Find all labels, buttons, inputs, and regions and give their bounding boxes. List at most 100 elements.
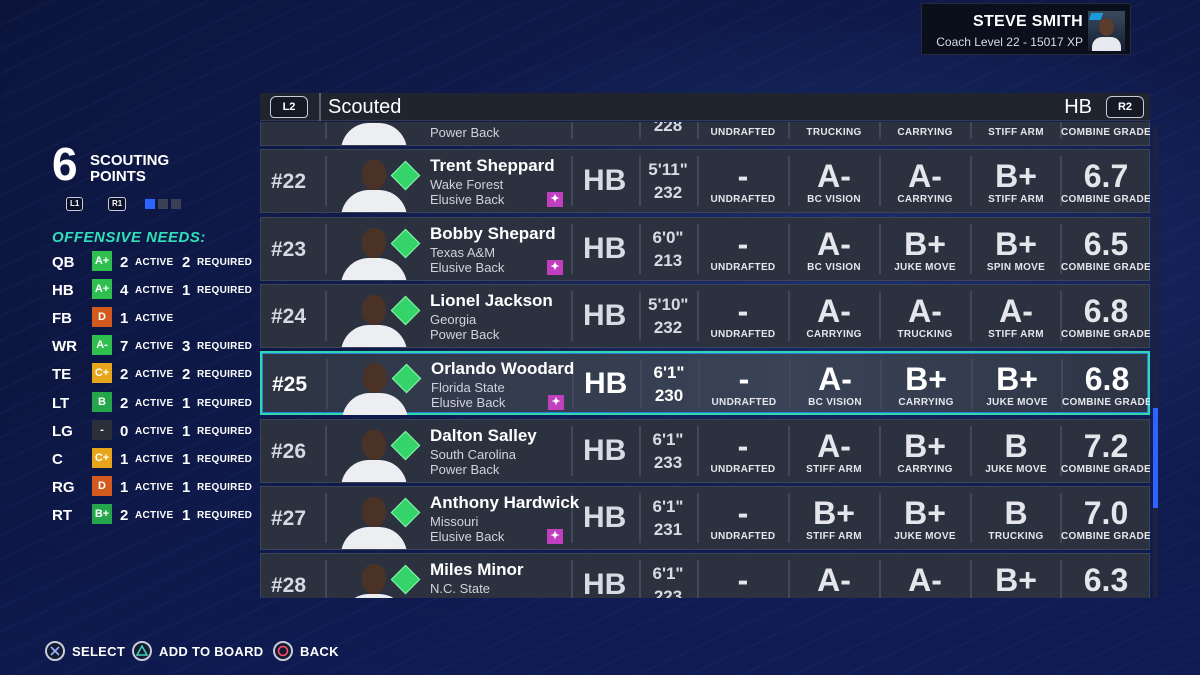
need-required-label: REQUIRED — [197, 397, 253, 409]
scrollbar-thumb[interactable] — [1153, 408, 1158, 508]
need-position: FB — [52, 310, 72, 328]
trait-1-value: A- — [817, 292, 851, 329]
player-archetype: Power Back — [430, 461, 500, 477]
trait-2: B+ CARRYING — [880, 420, 970, 484]
player-height: 6'1" — [653, 363, 685, 383]
player-weight: 230 — [654, 386, 684, 406]
trait-2: A- TRUCKING — [880, 285, 970, 349]
player-school: Wake Forest — [430, 177, 504, 193]
prospect-rank: #26 — [271, 439, 307, 463]
dev-trait-icon: ✦ — [547, 192, 563, 208]
trait-3-label: JUKE MOVE — [986, 397, 1048, 409]
trait-3-value: B — [1004, 494, 1028, 531]
prospect-row[interactable]: #25 Orlando Woodard Florida State Elusive B… — [260, 351, 1150, 416]
combine-grade-label: COMBINE GRADE — [1061, 127, 1150, 138]
row-divider — [970, 223, 972, 274]
prospect-row[interactable]: #28 Miles Minor N.C. State HB 6'1" 223 - A- A- B+… — [260, 553, 1150, 598]
need-row-c: C C+ 1 ACTIVE 1 REQUIRED — [52, 447, 262, 470]
combine-grade-value: 6.8 — [1084, 361, 1130, 398]
trait-3: B+ STIFF ARM — [971, 150, 1061, 214]
player-portrait — [339, 493, 409, 549]
player-archetype: Elusive Back — [431, 395, 506, 411]
row-divider — [788, 290, 790, 341]
row-divider — [697, 425, 699, 476]
trait-1-label: STIFF ARM — [806, 463, 862, 475]
need-active-count: 1 — [120, 450, 129, 468]
draft-status-value: - — [737, 427, 749, 464]
player-archetype: Power Back — [430, 326, 500, 342]
list-title: Scouted — [328, 96, 402, 118]
position-filter[interactable]: HB — [1064, 96, 1092, 118]
draft-status-label: UNDRAFTED — [710, 463, 776, 475]
need-position: RT — [52, 506, 72, 524]
need-active-label: ACTIVE — [135, 509, 174, 521]
trait-1-label: CARRYING — [806, 328, 862, 340]
need-required-count: 1 — [182, 450, 191, 468]
trait-2: B+ JUKE MOVE — [880, 487, 970, 551]
row-divider — [697, 122, 699, 139]
prospect-row[interactable]: #23 Bobby Shepard Texas A&M Elusive Back ✦ HB… — [260, 216, 1150, 281]
need-required-label: REQUIRED — [197, 425, 253, 437]
need-grade-badge: A+ — [92, 279, 112, 300]
draft-status-label: UNDRAFTED — [710, 328, 776, 340]
prospect-row[interactable]: #24 Lionel Jackson Georgia Power Back HB 5'10… — [260, 283, 1150, 349]
player-weight: 223 — [653, 587, 683, 598]
coach-profile: STEVE SMITH Coach Level 22 - 15017 XP — [921, 3, 1131, 55]
need-grade-badge: D — [92, 307, 112, 328]
player-weight: 232 — [653, 317, 683, 337]
row-divider — [639, 223, 641, 274]
prospect-row[interactable]: #22 Trent Sheppard Wake Forest Elusive Back… — [260, 149, 1150, 214]
row-divider — [788, 223, 790, 274]
need-required-label: REQUIRED — [197, 481, 253, 493]
row-divider — [880, 359, 882, 410]
scouting-points-label: SCOUTING POINTS — [90, 152, 170, 185]
combine-grade: COMBINE GRADE — [1061, 122, 1150, 147]
player-school: N.C. State — [430, 581, 490, 597]
prospect-rank: #24 — [271, 304, 307, 328]
player-school: South Carolina — [430, 446, 516, 462]
row-divider — [571, 156, 573, 207]
trait-3: A- STIFF ARM — [971, 285, 1061, 349]
row-divider — [789, 359, 791, 410]
player-name: Anthony Hardwick — [430, 492, 580, 512]
trait-3-value: A- — [999, 292, 1033, 329]
combine-grade: 7.0 COMBINE GRADE — [1061, 487, 1150, 551]
r2-trigger-icon[interactable]: R2 — [1106, 96, 1144, 118]
player-weight: 232 — [653, 183, 683, 203]
need-grade-badge: C+ — [92, 363, 112, 384]
player-height: 6'1" — [652, 429, 684, 449]
r1-button-icon[interactable]: R1 — [108, 197, 127, 211]
dev-trait-icon: ✦ — [547, 259, 563, 275]
draft-status-label: UNDRAFTED — [711, 397, 777, 409]
trait-3-label: TRUCKING — [988, 530, 1044, 542]
need-row-rg: RG D 1 ACTIVE 1 REQUIRED — [52, 475, 262, 498]
need-row-hb: HB A+ 4 ACTIVE 1 REQUIRED — [52, 279, 262, 301]
need-row-wr: WR A- 7 ACTIVE 3 REQUIRED — [52, 335, 262, 357]
row-divider — [788, 122, 790, 139]
l1-button-icon[interactable]: L1 — [66, 197, 84, 211]
need-grade-badge: A+ — [92, 251, 112, 271]
need-grade-badge: - — [92, 419, 112, 440]
row-divider — [1061, 359, 1063, 410]
prospect-row[interactable]: Power Back 228 -UNDRAFTED TRUCKING CARRYING S… — [260, 122, 1150, 146]
row-divider — [697, 223, 699, 274]
scrollbar-track[interactable] — [1153, 126, 1158, 598]
trait-3: STIFF ARM — [971, 122, 1061, 147]
need-active-count: 2 — [120, 394, 129, 412]
need-required-count: 3 — [182, 338, 191, 356]
trait-2-label: CARRYING — [897, 194, 953, 206]
l2-trigger-icon[interactable]: L2 — [270, 96, 308, 118]
draft-status: -UNDRAFTED — [698, 122, 788, 147]
prospect-row[interactable]: #26 Dalton Salley South Carolina Power Back… — [260, 418, 1150, 484]
player-position: HB — [583, 433, 627, 467]
row-divider — [325, 223, 327, 274]
trait-2-value: B+ — [904, 427, 946, 464]
need-grade-badge: C+ — [92, 447, 112, 468]
combine-grade-label: COMBINE GRADE — [1061, 328, 1150, 340]
trait-1-label: STIFF ARM — [806, 530, 862, 542]
coach-level: Coach Level 22 - 15017 XP — [936, 35, 1083, 49]
prospect-list[interactable]: Power Back228-UNDRAFTEDTRUCKINGCARRYINGS… — [260, 122, 1150, 598]
player-portrait — [339, 560, 409, 598]
draft-status-value: - — [738, 361, 750, 398]
prospect-row[interactable]: #27 Anthony Hardwick Missouri Elusive Back ✦… — [260, 485, 1150, 551]
